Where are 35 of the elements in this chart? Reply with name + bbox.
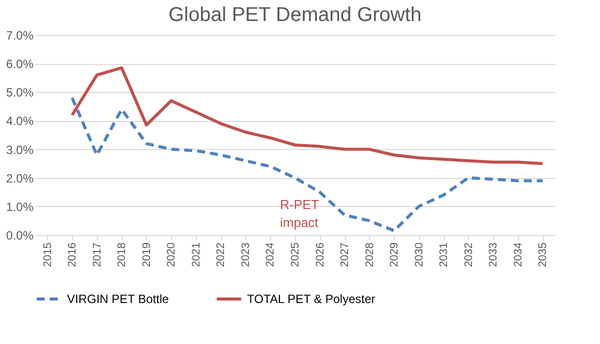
chart-title: Global PET Demand Growth bbox=[168, 4, 422, 26]
x-tick-label: 2031 bbox=[438, 242, 450, 267]
y-tick-label: 1.0% bbox=[6, 200, 34, 214]
y-tick-label: 2.0% bbox=[6, 171, 34, 186]
line-series bbox=[70, 96, 544, 232]
x-tick-label: 2032 bbox=[462, 242, 475, 267]
x-tick-label: 2022 bbox=[215, 242, 228, 267]
x-tick-label: 2016 bbox=[66, 242, 79, 267]
line-series bbox=[70, 66, 544, 166]
x-tick-label: 2025 bbox=[290, 242, 302, 267]
x-tick-label: 2030 bbox=[413, 242, 426, 267]
y-tick-label: 4.0% bbox=[6, 114, 34, 128]
y-tick-label: 5.0% bbox=[6, 86, 34, 100]
x-tick-label: 2027 bbox=[339, 242, 352, 267]
x-tick-label: 2026 bbox=[314, 242, 326, 267]
x-tick-label: 2024 bbox=[264, 242, 277, 267]
legend-label: TOTAL PET & Polyester bbox=[247, 292, 376, 306]
x-tick-label: 2017 bbox=[91, 242, 104, 267]
x-tick-label: 2034 bbox=[512, 242, 524, 267]
y-tick-label: 6.0% bbox=[6, 57, 34, 72]
x-tick-label: 2018 bbox=[116, 242, 128, 267]
x-tick-label: 2035 bbox=[537, 242, 550, 267]
x-tick-label: 2029 bbox=[388, 242, 401, 267]
annotation: R-PET impact bbox=[280, 197, 320, 230]
y-tick-label: 7.0% bbox=[6, 28, 34, 42]
x-tick-label: 2020 bbox=[166, 242, 178, 267]
legend-label: VIRGIN PET Bottle bbox=[67, 292, 170, 306]
x-tick-label: 2023 bbox=[240, 242, 252, 267]
y-tick-label: 0.0% bbox=[6, 228, 34, 242]
x-tick-label: 2033 bbox=[488, 242, 500, 267]
x-tick-label: 2021 bbox=[190, 242, 202, 267]
x-tick-label: 2019 bbox=[140, 242, 153, 267]
x-tick-label: 2015 bbox=[42, 242, 54, 267]
x-tick-label: 2028 bbox=[364, 242, 376, 267]
y-tick-label: 3.0% bbox=[6, 142, 34, 157]
